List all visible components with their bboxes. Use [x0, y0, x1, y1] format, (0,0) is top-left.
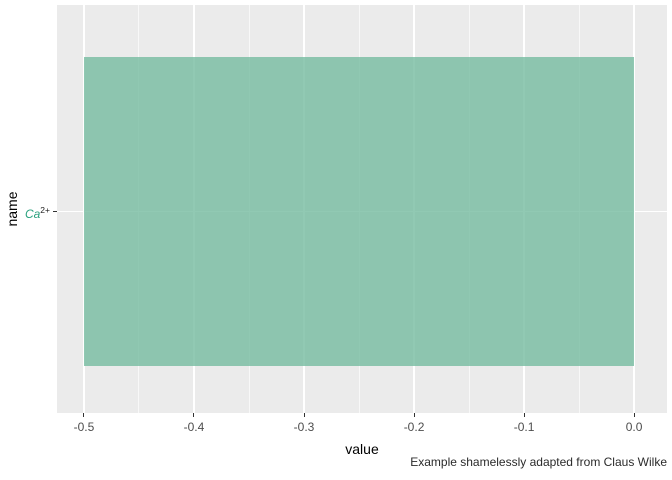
x-axis-tick-mark [633, 413, 635, 417]
y-axis-title: name [4, 191, 20, 227]
x-axis-tick-mark [523, 413, 525, 417]
x-axis-tick-mark [83, 413, 85, 417]
x-gridline-major [633, 5, 635, 413]
plot-panel [57, 5, 667, 413]
bar-ca [83, 57, 635, 366]
plot-caption: Example shamelessly adapted from Claus W… [410, 455, 667, 469]
y-tick-label-superscript: 2+ [40, 205, 50, 215]
y-tick-label-ca: Ca2+ [25, 204, 50, 221]
x-tick-label: -0.5 [73, 420, 95, 434]
x-tick-label: -0.1 [513, 420, 535, 434]
x-axis-title: value [345, 441, 379, 457]
x-tick-label: 0.0 [625, 420, 643, 434]
x-tick-label: -0.4 [183, 420, 205, 434]
x-tick-label: -0.3 [293, 420, 315, 434]
x-axis-tick-mark [413, 413, 415, 417]
x-axis-tick-mark [303, 413, 305, 417]
y-axis-tick-mark [53, 211, 57, 212]
y-tick-label-element-symbol: Ca [24, 207, 41, 221]
x-tick-label: -0.2 [403, 420, 425, 434]
x-axis-tick-mark [193, 413, 195, 417]
